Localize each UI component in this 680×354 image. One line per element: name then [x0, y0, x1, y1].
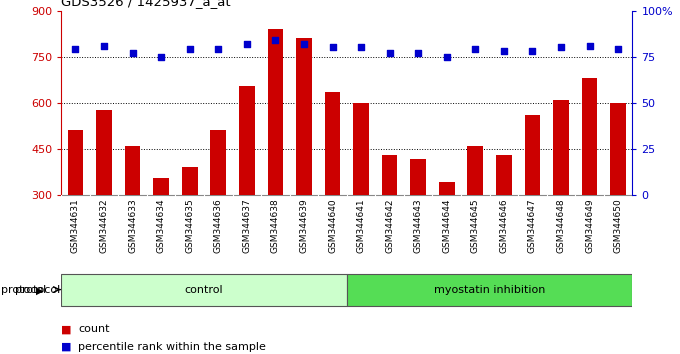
- Text: GSM344636: GSM344636: [214, 199, 223, 253]
- Text: control: control: [185, 285, 223, 295]
- Text: GSM344639: GSM344639: [299, 199, 309, 253]
- Bar: [410, 159, 426, 195]
- Bar: [496, 155, 512, 195]
- Bar: [467, 145, 483, 195]
- Bar: [439, 182, 455, 195]
- Text: GSM344646: GSM344646: [499, 199, 509, 253]
- Text: ■: ■: [61, 342, 71, 352]
- Bar: [153, 178, 169, 195]
- Bar: [581, 78, 598, 195]
- Bar: [381, 155, 398, 195]
- Point: [356, 45, 367, 50]
- Point: [299, 41, 309, 47]
- Point: [270, 37, 281, 43]
- Point: [241, 41, 252, 47]
- Point: [184, 46, 195, 52]
- Text: GSM344644: GSM344644: [442, 199, 452, 253]
- Text: GSM344642: GSM344642: [385, 199, 394, 253]
- Text: ▶: ▶: [36, 285, 44, 295]
- Text: myostatin inhibition: myostatin inhibition: [434, 285, 545, 295]
- Point: [470, 46, 481, 52]
- Text: GSM344645: GSM344645: [471, 199, 480, 253]
- Text: count: count: [78, 324, 109, 334]
- Text: GSM344631: GSM344631: [71, 199, 80, 253]
- Bar: [267, 29, 284, 195]
- Text: GSM344632: GSM344632: [99, 199, 109, 253]
- Text: GSM344638: GSM344638: [271, 199, 280, 253]
- Bar: [124, 145, 141, 195]
- Text: GSM344640: GSM344640: [328, 199, 337, 253]
- Text: GSM344650: GSM344650: [613, 199, 623, 253]
- Bar: [239, 86, 255, 195]
- Point: [213, 46, 224, 52]
- Text: GSM344633: GSM344633: [128, 199, 137, 253]
- Text: GSM344643: GSM344643: [413, 199, 423, 253]
- Bar: [61, 274, 347, 306]
- Point: [556, 45, 566, 50]
- Bar: [96, 110, 112, 195]
- Point: [99, 43, 109, 48]
- Text: GSM344637: GSM344637: [242, 199, 252, 253]
- Point: [441, 54, 452, 59]
- Bar: [524, 115, 541, 195]
- Point: [327, 45, 338, 50]
- Text: GDS3526 / 1425937_a_at: GDS3526 / 1425937_a_at: [61, 0, 231, 8]
- Bar: [353, 103, 369, 195]
- Text: GSM344635: GSM344635: [185, 199, 194, 253]
- Text: protocol: protocol: [1, 285, 46, 295]
- Point: [584, 43, 595, 48]
- Bar: [67, 130, 84, 195]
- Text: GSM344634: GSM344634: [156, 199, 166, 253]
- Text: GSM344649: GSM344649: [585, 199, 594, 253]
- Point: [498, 48, 509, 54]
- Point: [384, 50, 395, 56]
- Text: GSM344647: GSM344647: [528, 199, 537, 253]
- Text: protocol: protocol: [14, 285, 60, 295]
- Bar: [182, 167, 198, 195]
- Bar: [347, 274, 632, 306]
- Bar: [210, 130, 226, 195]
- Point: [613, 46, 624, 52]
- Bar: [553, 99, 569, 195]
- Point: [413, 50, 424, 56]
- Text: ■: ■: [61, 324, 71, 334]
- Bar: [296, 38, 312, 195]
- Text: percentile rank within the sample: percentile rank within the sample: [78, 342, 266, 352]
- Text: GSM344641: GSM344641: [356, 199, 366, 253]
- Point: [70, 46, 81, 52]
- Point: [527, 48, 538, 54]
- Bar: [610, 103, 626, 195]
- Point: [127, 50, 138, 56]
- Text: GSM344648: GSM344648: [556, 199, 566, 253]
- Point: [156, 54, 167, 59]
- Bar: [324, 92, 341, 195]
